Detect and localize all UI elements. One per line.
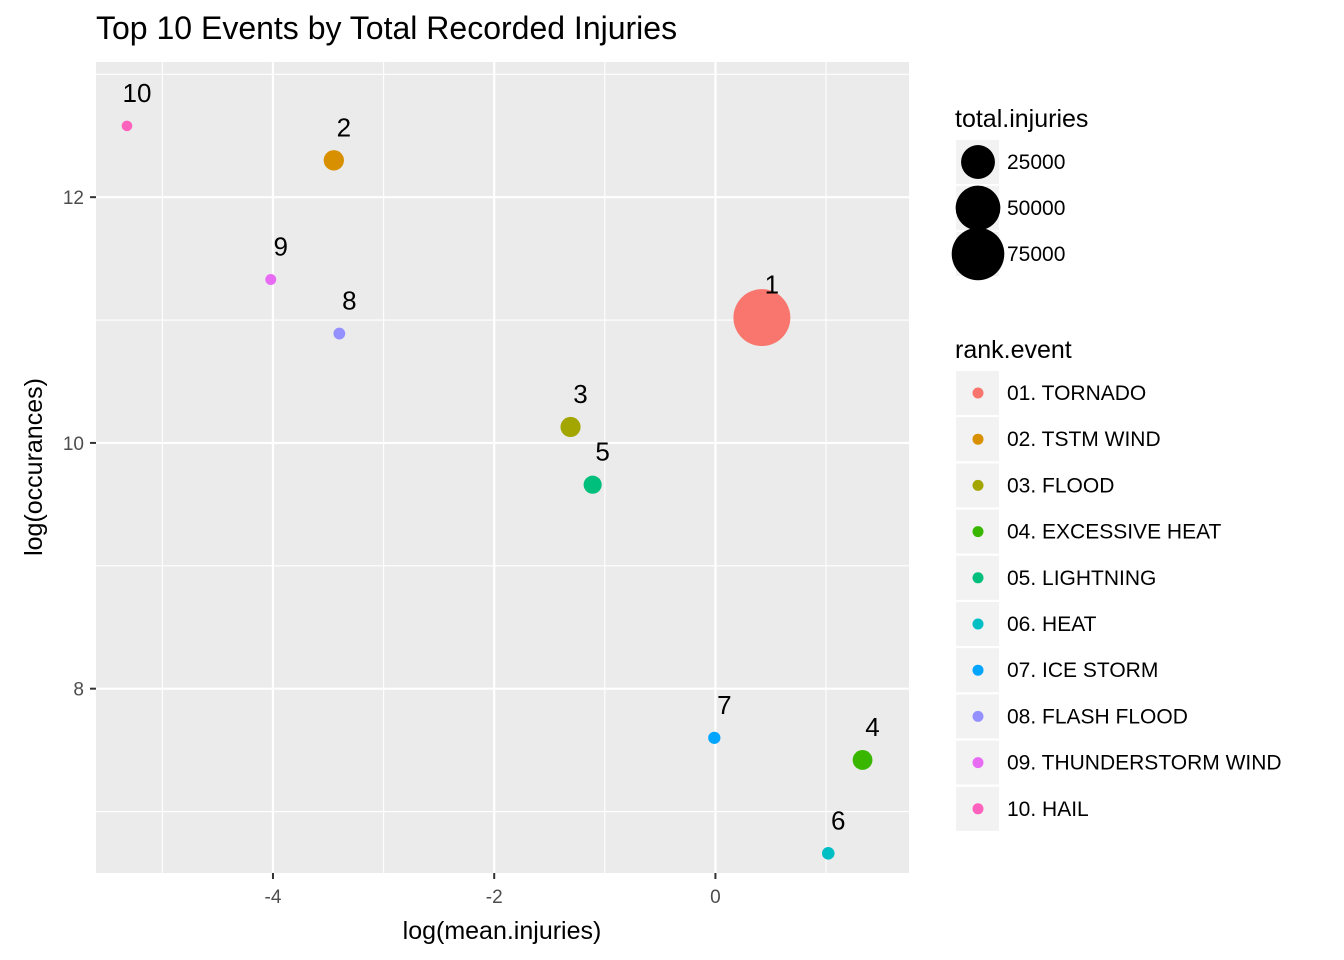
color-legend-label: 07. ICE STORM [1007,659,1158,682]
data-points [121,120,873,860]
x-tick-label: -4 [265,887,282,908]
point-label: 8 [342,286,356,316]
point-label: 6 [831,805,845,835]
point-label: 1 [765,270,779,300]
size-legend-keys: 25000 50000 75000 [951,140,1065,281]
grid-major [96,62,909,873]
data-point [323,150,344,171]
color-legend-key [972,526,984,538]
x-tick-label: -2 [486,887,503,908]
y-tick-label: 10 [63,434,84,455]
color-legend-key [972,387,984,399]
data-point [265,274,277,285]
color-legend-key [972,479,984,491]
x-tick-label: 0 [710,887,721,908]
point-label: 5 [595,437,609,467]
size-legend-title: total.injuries [955,105,1088,133]
color-legend-key [972,572,984,584]
point-label: 7 [717,690,731,720]
point-labels: 1 2 3 4 5 6 7 8 9 10 [123,78,880,835]
size-legend: total.injuries 25000 50000 75000 [951,105,1088,281]
chart-title: Top 10 Events by Total Recorded Injuries [96,10,677,46]
color-legend-key [972,664,984,676]
color-legend-keys: 01. TORNADO 02. TSTM WIND 03. FLOOD 04. EXC… [956,371,1282,831]
point-label: 3 [573,379,587,409]
color-legend-label: 02. TSTM WIND [1007,428,1161,451]
size-legend-key [961,145,995,179]
y-tick-label: 12 [63,188,84,209]
y-axis-title: log(occurances) [20,378,48,556]
color-legend-label: 10. HAIL [1007,798,1089,821]
color-legend-key [972,618,984,630]
data-point [333,327,346,340]
size-legend-key [955,185,1001,231]
point-label: 4 [865,712,879,742]
color-legend-key [972,710,984,722]
color-legend-key [972,433,984,445]
point-label: 2 [337,112,351,142]
data-point [708,731,721,744]
point-label: 9 [274,231,288,261]
color-legend-title: rank.event [955,336,1072,364]
color-legend-key [972,803,984,815]
data-point [821,847,835,860]
size-legend-label: 75000 [1007,243,1065,266]
color-legend-label: 06. HEAT [1007,613,1097,636]
color-legend-label: 01. TORNADO [1007,382,1146,405]
data-point [583,475,602,494]
color-legend-label: 05. LIGHTNING [1007,567,1156,590]
color-legend-label: 04. EXCESSIVE HEAT [1007,521,1222,544]
data-point [733,289,791,347]
color-legend-label: 08. FLASH FLOOD [1007,705,1188,728]
y-tick-label: 8 [73,680,84,701]
plot-panel [96,62,909,873]
color-legend-label: 09. THUNDERSTORM WIND [1007,752,1282,775]
size-legend-label: 50000 [1007,197,1065,220]
color-legend-key [972,757,984,769]
size-legend-label: 25000 [1007,151,1065,174]
axis-ticks: -4 -2 0 8 10 12 [63,188,721,908]
data-point [852,750,873,770]
data-point [121,120,133,132]
color-legend-label: 03. FLOOD [1007,474,1114,497]
data-point [560,416,581,438]
color-legend: rank.event 01. TORNADO 02. TSTM WIND 03. F… [955,336,1282,831]
size-legend-key [951,227,1005,281]
point-label: 10 [123,78,152,108]
x-axis-title: log(mean.injuries) [403,917,602,945]
